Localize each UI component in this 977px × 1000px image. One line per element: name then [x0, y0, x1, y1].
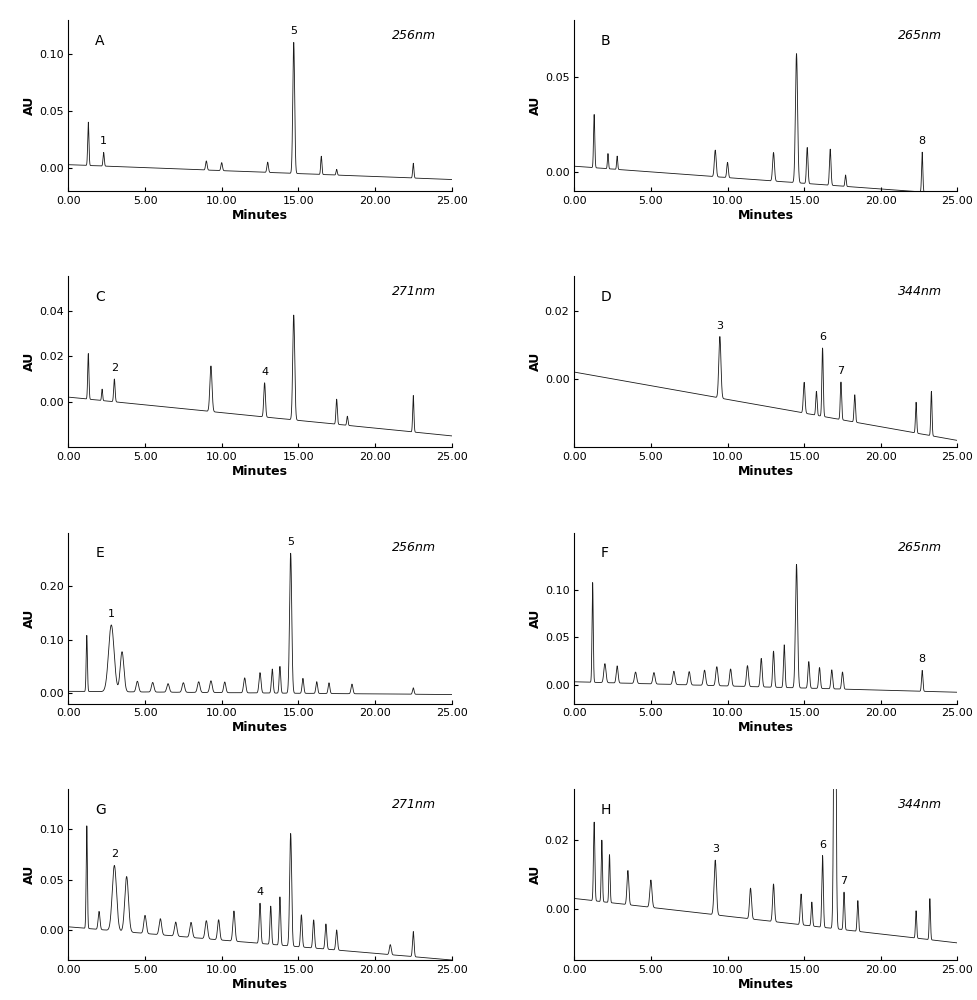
Text: 256nm: 256nm: [393, 541, 437, 554]
Text: 6: 6: [819, 332, 827, 342]
Text: A: A: [95, 34, 105, 48]
Text: 7: 7: [840, 876, 848, 886]
Text: 5: 5: [290, 26, 297, 36]
X-axis label: Minutes: Minutes: [738, 721, 794, 734]
Text: 271nm: 271nm: [393, 798, 437, 811]
Text: C: C: [95, 290, 105, 304]
Text: 1: 1: [101, 136, 107, 146]
Y-axis label: AU: AU: [529, 865, 542, 884]
Text: B: B: [601, 34, 611, 48]
Text: 265nm: 265nm: [898, 29, 942, 42]
Y-axis label: AU: AU: [23, 609, 36, 628]
X-axis label: Minutes: Minutes: [232, 721, 288, 734]
Text: 6: 6: [819, 840, 827, 850]
Text: 271nm: 271nm: [393, 285, 437, 298]
Text: 344nm: 344nm: [898, 285, 942, 298]
Text: 344nm: 344nm: [898, 798, 942, 811]
Y-axis label: AU: AU: [529, 96, 542, 115]
X-axis label: Minutes: Minutes: [232, 465, 288, 478]
Y-axis label: AU: AU: [529, 609, 542, 628]
Text: 265nm: 265nm: [898, 541, 942, 554]
Y-axis label: AU: AU: [23, 352, 36, 371]
Text: D: D: [601, 290, 612, 304]
Text: 256nm: 256nm: [393, 29, 437, 42]
Y-axis label: AU: AU: [529, 352, 542, 371]
X-axis label: Minutes: Minutes: [232, 209, 288, 222]
Text: F: F: [601, 546, 609, 560]
Y-axis label: AU: AU: [23, 865, 36, 884]
Text: 5: 5: [287, 537, 294, 547]
Text: 3: 3: [716, 321, 723, 331]
Text: 3: 3: [712, 844, 719, 854]
Text: G: G: [95, 803, 106, 817]
X-axis label: Minutes: Minutes: [738, 465, 794, 478]
Text: 8: 8: [918, 654, 926, 664]
X-axis label: Minutes: Minutes: [232, 978, 288, 991]
Text: 4: 4: [256, 887, 264, 897]
X-axis label: Minutes: Minutes: [738, 978, 794, 991]
Text: 8: 8: [918, 136, 926, 146]
X-axis label: Minutes: Minutes: [738, 209, 794, 222]
Text: 2: 2: [110, 363, 118, 373]
Text: H: H: [601, 803, 612, 817]
Text: 1: 1: [107, 609, 115, 619]
Y-axis label: AU: AU: [23, 96, 36, 115]
Text: 4: 4: [261, 367, 268, 377]
Text: E: E: [95, 546, 104, 560]
Text: 2: 2: [110, 849, 118, 859]
Text: 7: 7: [837, 366, 844, 376]
